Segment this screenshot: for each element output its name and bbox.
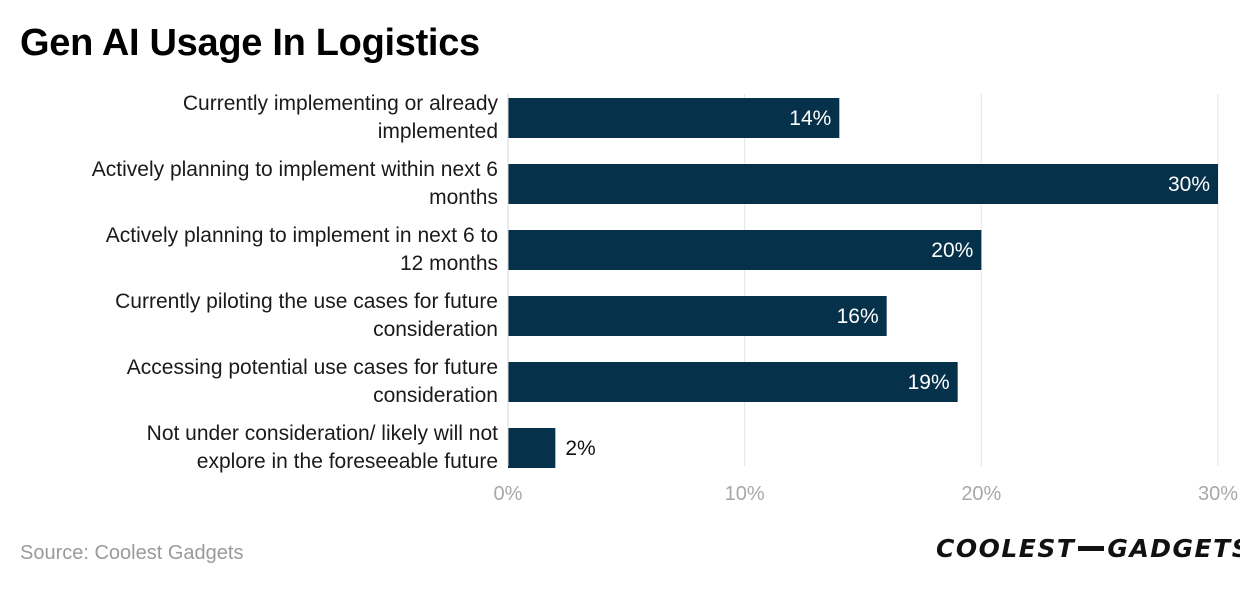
- bar: [508, 362, 958, 402]
- category-label-line: Not under consideration/ likely will not: [146, 422, 498, 445]
- bar: [508, 98, 840, 138]
- category-label: Not under consideration/ likely will not…: [18, 420, 498, 476]
- category-label-line: implemented: [377, 120, 498, 143]
- category-label-line: Currently implementing or already: [182, 92, 498, 115]
- category-label-line: explore in the foreseeable future: [196, 450, 498, 473]
- logo-text-right: GADGETS: [1107, 534, 1240, 563]
- x-tick-label: 10%: [725, 483, 765, 505]
- bar: [508, 296, 887, 336]
- category-label: Actively planning to implement in next 6…: [18, 222, 498, 278]
- category-label-line: months: [429, 186, 498, 209]
- logo-text-left: COOLEST: [936, 534, 1076, 563]
- category-label-line: Actively planning to implement within ne…: [91, 158, 498, 181]
- page-title: Gen AI Usage In Logistics: [20, 22, 480, 64]
- category-label-line: Currently piloting the use cases for fut…: [115, 290, 498, 313]
- category-label-line: Accessing potential use cases for future: [126, 356, 498, 379]
- category-label: Accessing potential use cases for future…: [18, 354, 498, 410]
- x-tick-label: 20%: [961, 483, 1001, 505]
- brand-logo: COOLEST GADGETS: [936, 534, 1240, 563]
- bar-value-label: 14%: [789, 107, 831, 130]
- bar-value-label: 2%: [565, 437, 595, 460]
- category-label-line: consideration: [373, 384, 498, 407]
- bar-value-label: 20%: [931, 239, 973, 262]
- category-label-line: Actively planning to implement in next 6…: [105, 224, 498, 247]
- bar: [508, 230, 982, 270]
- category-label-line: consideration: [373, 318, 498, 341]
- bar-value-label: 16%: [837, 305, 879, 328]
- category-label-line: 12 months: [399, 252, 498, 275]
- bar: [508, 164, 1218, 204]
- category-label: Currently piloting the use cases for fut…: [18, 288, 498, 344]
- bar-value-label: 19%: [908, 371, 950, 394]
- bar: [508, 428, 556, 468]
- x-tick-label: 0%: [494, 483, 523, 505]
- category-label: Actively planning to implement within ne…: [18, 156, 498, 212]
- logo-dash: [1078, 545, 1105, 551]
- bar-value-label: 30%: [1168, 173, 1210, 196]
- source-note: Source: Coolest Gadgets: [20, 542, 244, 564]
- x-tick-label: 30%: [1198, 483, 1238, 505]
- category-label: Currently implementing or already impleme…: [18, 90, 498, 146]
